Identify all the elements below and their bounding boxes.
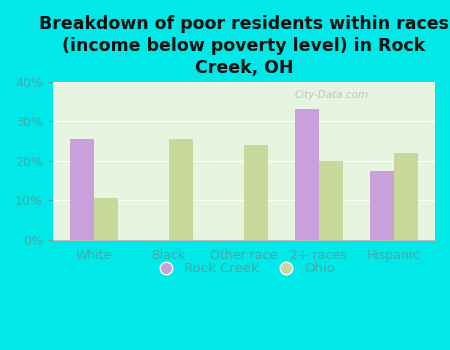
Legend: Rock Creek, Ohio: Rock Creek, Ohio xyxy=(148,257,340,281)
Bar xyxy=(94,198,118,240)
Bar xyxy=(244,145,268,240)
Bar xyxy=(319,161,343,240)
Bar xyxy=(295,110,319,240)
Bar xyxy=(369,170,394,240)
Bar xyxy=(70,139,94,240)
Bar xyxy=(394,153,418,240)
Text: City-Data.com: City-Data.com xyxy=(295,90,369,99)
Title: Breakdown of poor residents within races
(income below poverty level) in Rock
Cr: Breakdown of poor residents within races… xyxy=(39,15,449,77)
Bar xyxy=(169,139,193,240)
